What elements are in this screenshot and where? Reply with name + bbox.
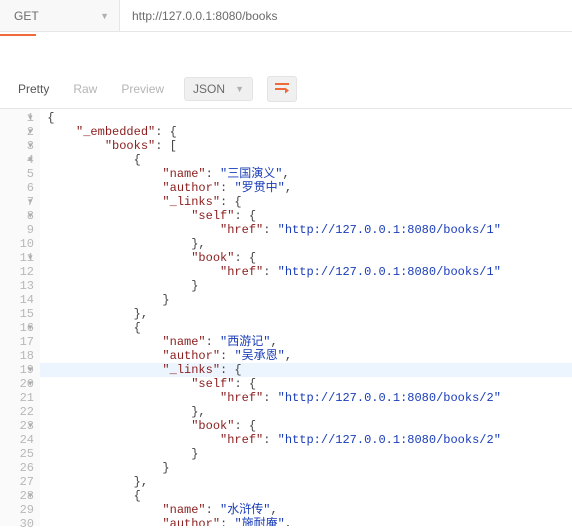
code-line: "self": {: [40, 209, 572, 223]
code-line: },: [40, 475, 572, 489]
gutter-line: 15: [0, 307, 40, 321]
code-line: }: [40, 293, 572, 307]
gutter-line: 12: [0, 265, 40, 279]
gutter-line: 16▾: [0, 321, 40, 335]
code-line: {: [40, 321, 572, 335]
code-line: "href": "http://127.0.0.1:8080/books/2": [40, 433, 572, 447]
code-line: {: [40, 153, 572, 167]
code-line: "author": "吴承恩",: [40, 349, 572, 363]
gutter-line: 5: [0, 167, 40, 181]
gutter-line: 2▾: [0, 125, 40, 139]
tab-raw[interactable]: Raw: [63, 78, 107, 100]
chevron-down-icon: ▼: [235, 84, 244, 94]
fold-arrow-icon[interactable]: ▾: [28, 251, 33, 265]
response-view-tabs: Pretty Raw Preview JSON ▼: [0, 70, 572, 108]
fold-arrow-icon[interactable]: ▾: [28, 363, 33, 377]
code-line: "self": {: [40, 377, 572, 391]
code-line: },: [40, 237, 572, 251]
url-input[interactable]: [120, 0, 572, 31]
gutter-line: 27: [0, 475, 40, 489]
fold-arrow-icon[interactable]: ▾: [28, 125, 33, 139]
fold-arrow-icon[interactable]: ▾: [28, 195, 33, 209]
wrap-lines-button[interactable]: [267, 76, 297, 102]
http-method-label: GET: [14, 9, 39, 23]
gutter-line: 22: [0, 405, 40, 419]
tab-preview[interactable]: Preview: [111, 78, 174, 100]
code-line: "name": "水浒传",: [40, 503, 572, 517]
fold-arrow-icon[interactable]: ▾: [28, 111, 33, 125]
code-line: "author": "罗贯中",: [40, 181, 572, 195]
code-line: "book": {: [40, 251, 572, 265]
code-line: {: [40, 111, 572, 125]
gutter-line: 4▾: [0, 153, 40, 167]
body-format-label: JSON: [193, 82, 225, 96]
gutter-line: 30: [0, 517, 40, 531]
gutter-line: 21: [0, 391, 40, 405]
http-method-select[interactable]: GET ▼: [0, 0, 120, 31]
active-tab-indicator: [0, 34, 36, 36]
gutter-line: 26: [0, 461, 40, 475]
gutter-line: 10: [0, 237, 40, 251]
code-line: },: [40, 307, 572, 321]
gutter-line: 11▾: [0, 251, 40, 265]
code-line: }: [40, 279, 572, 293]
gutter-line: 9: [0, 223, 40, 237]
code-line: "href": "http://127.0.0.1:8080/books/2": [40, 391, 572, 405]
gutter-line: 17: [0, 335, 40, 349]
body-format-select[interactable]: JSON ▼: [184, 77, 253, 101]
fold-arrow-icon[interactable]: ▾: [28, 419, 33, 433]
response-body-viewer: 1▾2▾3▾4▾567▾8▾91011▾1213141516▾171819▾20…: [0, 108, 572, 526]
code-line: }: [40, 461, 572, 475]
wrap-lines-icon: [275, 83, 289, 95]
gutter-line: 25: [0, 447, 40, 461]
gutter-line: 20▾: [0, 377, 40, 391]
code-line: "href": "http://127.0.0.1:8080/books/1": [40, 265, 572, 279]
gutter-line: 18: [0, 349, 40, 363]
fold-arrow-icon[interactable]: ▾: [28, 321, 33, 335]
code-line: {: [40, 489, 572, 503]
tab-pretty[interactable]: Pretty: [8, 78, 59, 100]
fold-arrow-icon[interactable]: ▾: [28, 153, 33, 167]
line-gutter[interactable]: 1▾2▾3▾4▾567▾8▾91011▾1213141516▾171819▾20…: [0, 109, 40, 526]
gutter-line: 1▾: [0, 111, 40, 125]
gutter-line: 3▾: [0, 139, 40, 153]
code-line: "book": {: [40, 419, 572, 433]
code-line: },: [40, 405, 572, 419]
code-line: "_links": {: [40, 195, 572, 209]
code-line: "name": "西游记",: [40, 335, 572, 349]
gutter-line: 6: [0, 181, 40, 195]
code-line: "_embedded": {: [40, 125, 572, 139]
chevron-down-icon: ▼: [100, 11, 109, 21]
code-area[interactable]: { "_embedded": { "books": [ { "name": "三…: [40, 109, 572, 526]
fold-arrow-icon[interactable]: ▾: [28, 377, 33, 391]
code-line: "_links": {: [40, 363, 572, 377]
code-line: "books": [: [40, 139, 572, 153]
fold-arrow-icon[interactable]: ▾: [28, 139, 33, 153]
request-bar: GET ▼: [0, 0, 572, 32]
code-line: }: [40, 447, 572, 461]
fold-arrow-icon[interactable]: ▾: [28, 489, 33, 503]
gutter-line: 29: [0, 503, 40, 517]
gutter-line: 28▾: [0, 489, 40, 503]
gutter-line: 19▾: [0, 363, 40, 377]
gutter-line: 23▾: [0, 419, 40, 433]
gutter-line: 13: [0, 279, 40, 293]
gutter-line: 8▾: [0, 209, 40, 223]
code-line: "href": "http://127.0.0.1:8080/books/1": [40, 223, 572, 237]
code-line: "name": "三国演义",: [40, 167, 572, 181]
gutter-line: 14: [0, 293, 40, 307]
fold-arrow-icon[interactable]: ▾: [28, 209, 33, 223]
gutter-line: 7▾: [0, 195, 40, 209]
toolbar-spacer: [0, 40, 572, 70]
gutter-line: 24: [0, 433, 40, 447]
